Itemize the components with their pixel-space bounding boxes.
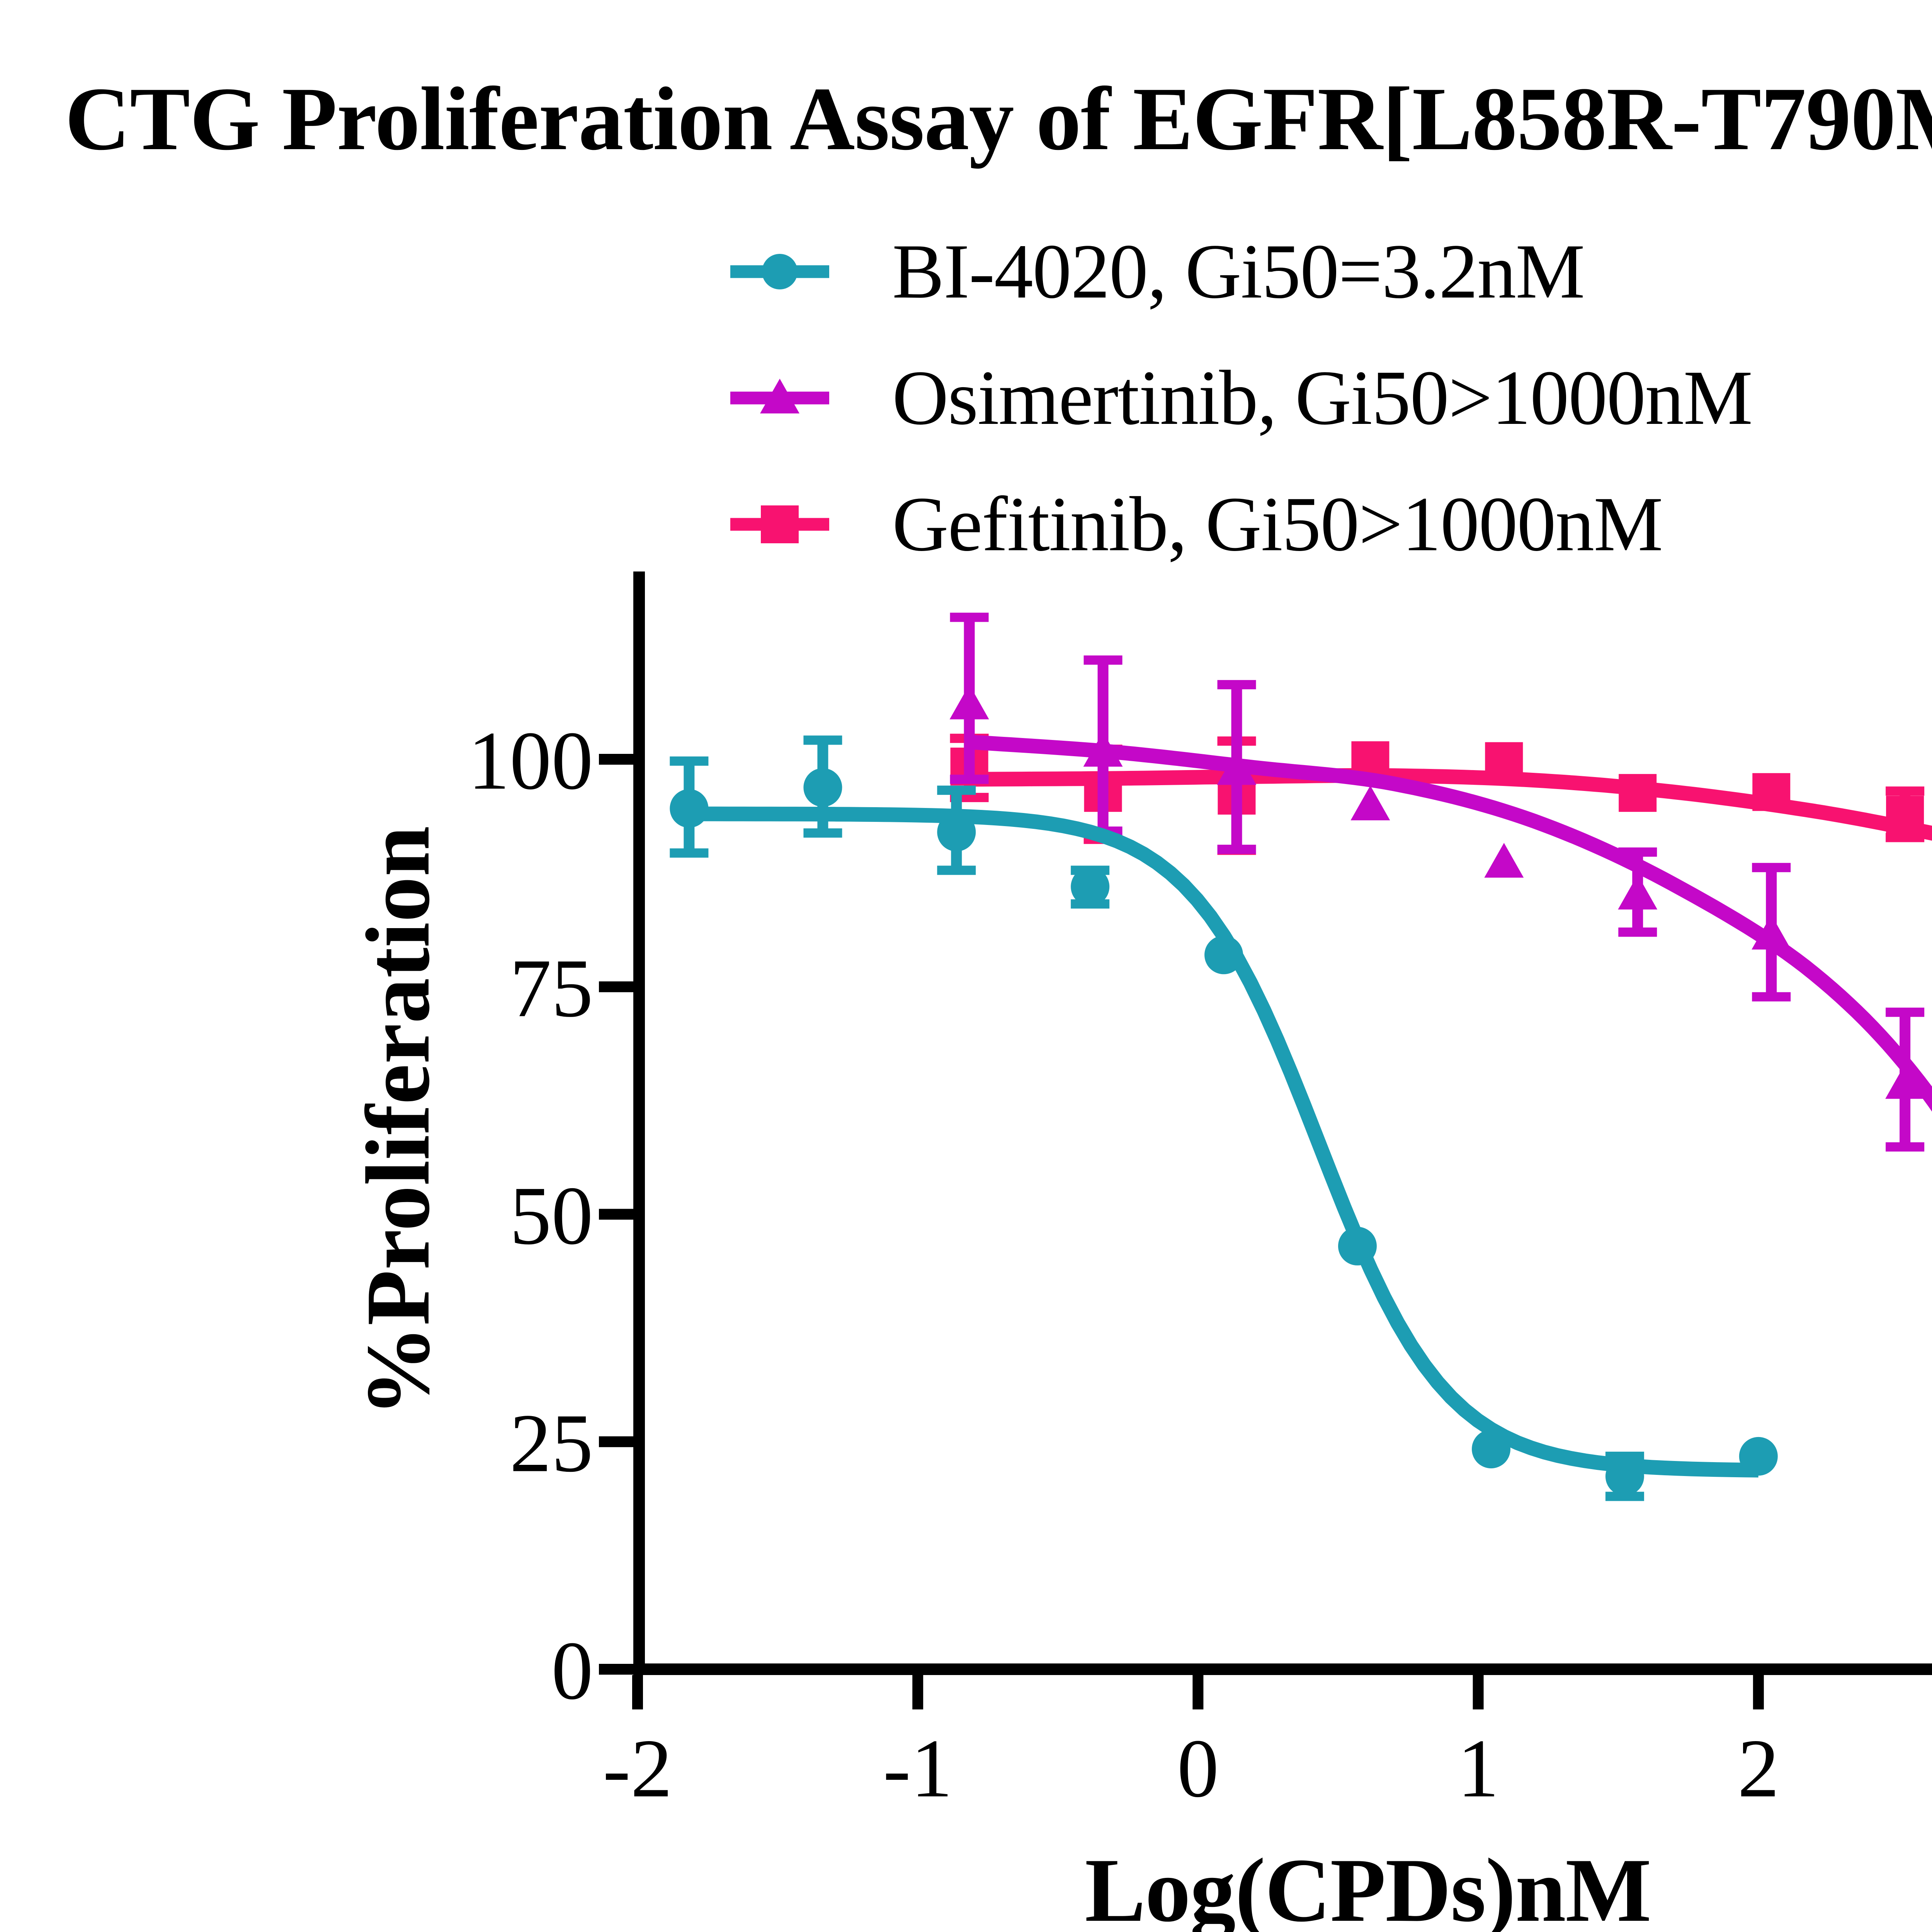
svg-text:Gefitinib, Gi50>1000nM: Gefitinib, Gi50>1000nM	[892, 481, 1662, 567]
svg-text:%Proliferation: %Proliferation	[348, 826, 449, 1417]
svg-text:BI-4020, Gi50=3.2nM: BI-4020, Gi50=3.2nM	[892, 228, 1584, 315]
svg-text:-1: -1	[883, 1722, 952, 1815]
svg-text:100: 100	[468, 714, 593, 807]
svg-text:Osimertinib, Gi50>1000nM: Osimertinib, Gi50>1000nM	[892, 354, 1752, 441]
svg-text:2: 2	[1738, 1722, 1779, 1815]
svg-text:0: 0	[551, 1624, 593, 1717]
svg-text:75: 75	[510, 942, 593, 1034]
svg-text:-2: -2	[603, 1722, 672, 1815]
svg-text:50: 50	[510, 1170, 593, 1262]
svg-text:1: 1	[1458, 1722, 1499, 1815]
svg-text:CTG Proliferation Assay of EGF: CTG Proliferation Assay of EGFR[L858R-T7…	[65, 68, 1932, 169]
svg-text:25: 25	[510, 1397, 593, 1489]
svg-text:0: 0	[1177, 1722, 1219, 1815]
svg-text:Log(CPDs)nM: Log(CPDs)nM	[1085, 1840, 1651, 1932]
